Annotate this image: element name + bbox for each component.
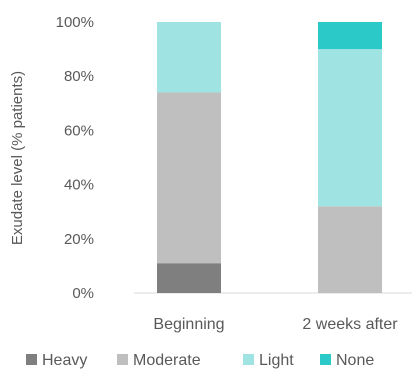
legend-label-moderate: Moderate: [133, 352, 201, 369]
x-tick-label: Beginning: [153, 316, 224, 333]
bar-segment-heavy-1: [157, 263, 221, 293]
legend-swatch-moderate: [117, 354, 128, 365]
y-axis-label: Exudate level (% patients): [9, 71, 26, 245]
y-tick-label: 100%: [56, 14, 94, 31]
y-tick-label: 40%: [64, 177, 94, 194]
y-tick-label: 60%: [64, 122, 94, 139]
y-tick-label: 20%: [64, 231, 94, 248]
y-tick-label: 80%: [64, 68, 94, 85]
legend-swatch-none: [320, 354, 331, 365]
bar-segment-light-2: [318, 49, 382, 207]
bars: [157, 22, 382, 293]
legend-label-none: None: [336, 352, 374, 369]
bar-segment-none-2: [318, 22, 382, 50]
bar-segment-light-1: [157, 22, 221, 93]
bar-segment-moderate-1: [157, 92, 221, 264]
y-tick-labels: 0% 20% 40% 60% 80% 100%: [56, 14, 94, 302]
legend-label-light: Light: [259, 352, 294, 369]
bar-segment-moderate-2: [318, 206, 382, 293]
x-tick-label: 2 weeks after: [302, 316, 398, 333]
x-tick-labels: Beginning 2 weeks after: [153, 316, 398, 333]
legend-swatch-light: [243, 354, 254, 365]
y-tick-label: 0%: [72, 285, 94, 302]
legend-swatch-heavy: [26, 354, 37, 365]
legend-label-heavy: Heavy: [42, 352, 87, 369]
legend: Heavy Moderate Light None: [26, 352, 374, 369]
